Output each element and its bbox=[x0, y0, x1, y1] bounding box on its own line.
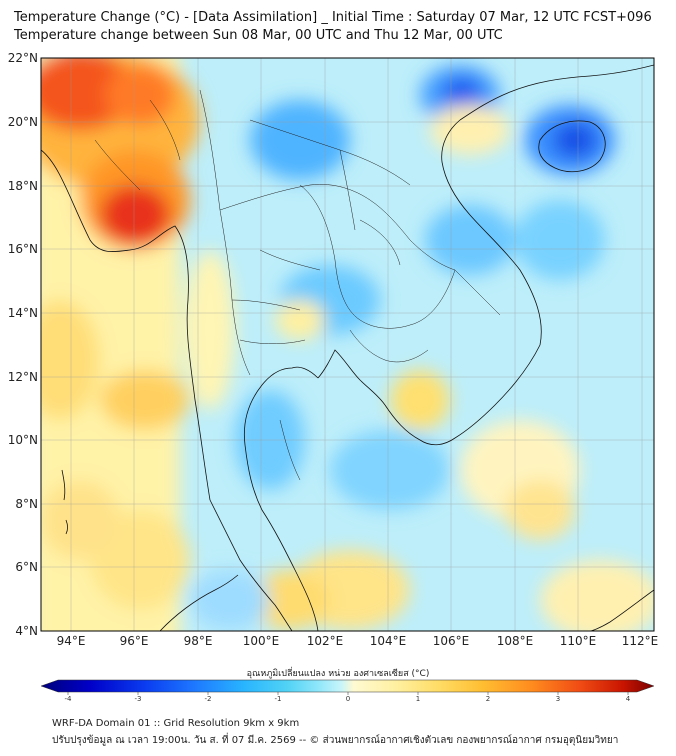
lon-label: 102°E bbox=[307, 634, 344, 648]
colorbar-tick: 1 bbox=[416, 695, 420, 703]
lon-label: 104°E bbox=[370, 634, 407, 648]
lon-axis: 94°E 96°E 98°E 100°E 102°E 104°E 106°E 1… bbox=[57, 634, 659, 648]
colorbar-tick: -4 bbox=[65, 695, 73, 703]
map-subtitle: Temperature change between Sun 08 Mar, 0… bbox=[14, 28, 503, 43]
colorbar-label: อุณหภูมิเปลี่ยนแปลง หน่วย องศาเซลเซียส (… bbox=[246, 669, 430, 679]
colorbar-tick: 2 bbox=[486, 695, 490, 703]
colorbar: -4 -3 -2 -1 0 1 2 3 4 bbox=[40, 679, 655, 703]
colorbar-tick: -3 bbox=[135, 695, 142, 703]
graticule bbox=[41, 58, 654, 631]
colorbar-tick: 3 bbox=[556, 695, 560, 703]
temperature-field bbox=[41, 58, 654, 631]
lat-label: 20°N bbox=[8, 115, 38, 129]
lat-label: 10°N bbox=[8, 433, 38, 447]
lat-label: 6°N bbox=[15, 560, 38, 574]
map-title: Temperature Change (°C) - [Data Assimila… bbox=[14, 10, 652, 25]
map-frame bbox=[40, 57, 655, 632]
lon-label: 112°E bbox=[622, 634, 659, 648]
lon-label: 94°E bbox=[57, 634, 86, 648]
lat-label: 18°N bbox=[8, 179, 38, 193]
colorbar-strip bbox=[40, 679, 655, 693]
colorbar-tick: -1 bbox=[275, 695, 282, 703]
colorbar-tick: 4 bbox=[626, 695, 631, 703]
lat-axis: 22°N 20°N 18°N 16°N 14°N 12°N 10°N 8°N 6… bbox=[8, 51, 38, 638]
lat-label: 16°N bbox=[8, 242, 38, 256]
lat-label: 4°N bbox=[15, 624, 38, 638]
coastlines bbox=[41, 64, 654, 631]
lat-label: 14°N bbox=[8, 306, 38, 320]
lat-label: 8°N bbox=[15, 497, 38, 511]
lat-label: 12°N bbox=[8, 370, 38, 384]
lon-label: 106°E bbox=[433, 634, 470, 648]
colorbar-tick: 0 bbox=[346, 695, 350, 703]
footer-credit: ปรับปรุงข้อมูล ณ เวลา 19:00น. วัน ส. ที่… bbox=[52, 735, 619, 746]
footer-model-info: WRF-DA Domain 01 :: Grid Resolution 9km … bbox=[52, 718, 300, 729]
colorbar-tick: -2 bbox=[205, 695, 212, 703]
borders bbox=[94, 89, 501, 481]
lat-label: 22°N bbox=[8, 51, 38, 65]
lon-label: 110°E bbox=[560, 634, 597, 648]
lon-label: 100°E bbox=[243, 634, 280, 648]
lon-label: 108°E bbox=[497, 634, 534, 648]
lon-label: 96°E bbox=[120, 634, 149, 648]
lon-label: 98°E bbox=[184, 634, 213, 648]
